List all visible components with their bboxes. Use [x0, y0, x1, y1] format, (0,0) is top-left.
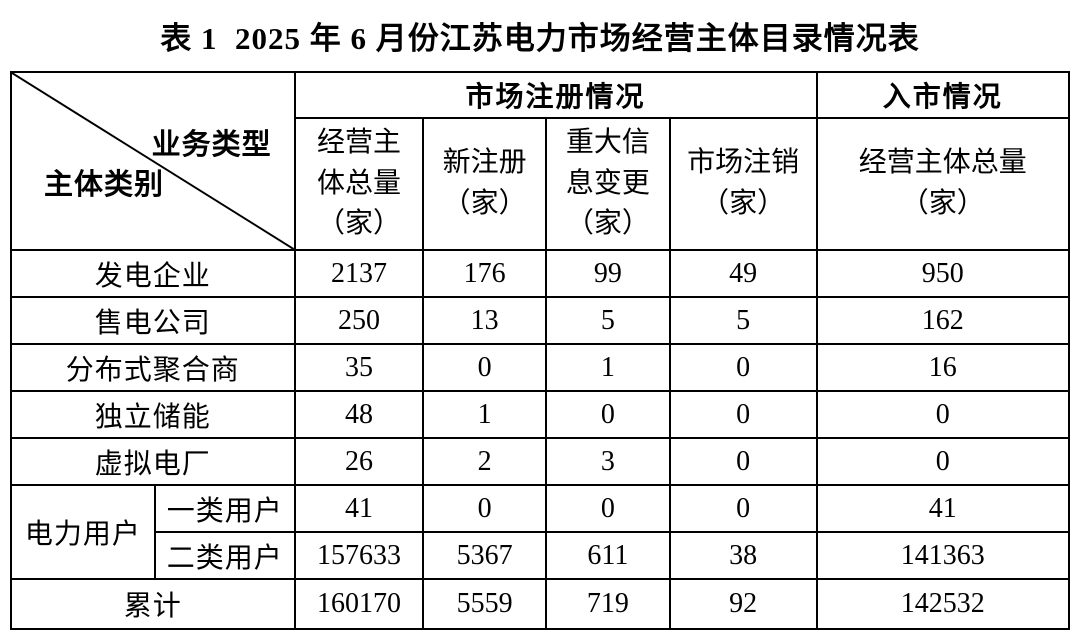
table-row-total: 累计 160170 5559 719 92 142532 [10, 578, 1071, 630]
cell-value: 142532 [815, 578, 1071, 630]
cell-value: 13 [422, 296, 547, 345]
row-label-power-user: 电力用户 [10, 484, 156, 580]
cell-value: 16 [815, 343, 1071, 392]
table-row: 二类用户 157633 5367 611 38 141363 [11, 531, 1071, 580]
row-label-total: 累计 [10, 578, 296, 630]
cell-value: 2137 [293, 249, 425, 298]
cell-value: 0 [422, 343, 547, 392]
cell-value: 5 [545, 296, 671, 345]
cell-value: 141363 [815, 531, 1071, 580]
cell-value: 3 [545, 437, 671, 486]
cell-value: 1 [545, 343, 671, 392]
cell-value: 162 [815, 296, 1071, 345]
cell-value: 0 [815, 437, 1071, 486]
cell-value: 0 [668, 437, 818, 486]
cell-value: 950 [815, 249, 1071, 298]
corner-cell: 业务类型 主体类别 [10, 71, 296, 251]
table-row: 电力用户 一类用户 41 0 0 0 41 [10, 484, 1071, 580]
cell-value: 0 [668, 390, 818, 439]
col-header-cancelled: 市场注销 （家） [668, 117, 818, 251]
cell-value: 0 [545, 390, 671, 439]
table-row: 发电企业 2137 176 99 49 950 [10, 249, 1071, 298]
cell-value: 611 [545, 531, 671, 580]
cell-value: 0 [815, 390, 1071, 439]
group-header-entry: 入市情况 [815, 71, 1071, 119]
table-row: 售电公司 250 13 5 5 162 [10, 296, 1071, 345]
cell-value: 99 [545, 249, 671, 298]
row-label: 售电公司 [10, 296, 296, 345]
cell-value: 41 [815, 484, 1071, 533]
table-row: 虚拟电厂 26 2 3 0 0 [10, 437, 1071, 486]
corner-label-entity-category: 主体类别 [44, 169, 165, 201]
group-header-registration: 市场注册情况 [293, 71, 818, 119]
row-label-class1: 一类用户 [153, 484, 296, 533]
cell-value: 160170 [293, 578, 425, 630]
col-header-total: 经营主 体总量 （家） [293, 117, 425, 251]
row-label: 独立储能 [10, 390, 296, 439]
cell-value: 35 [293, 343, 425, 392]
cell-value: 719 [545, 578, 671, 630]
col-header-major-info-change: 重大信 息变更 （家） [545, 117, 671, 251]
page: 表 1 2025 年 6 月份江苏电力市场经营主体目录情况表 业务类型 主体类别… [0, 13, 1080, 632]
cell-value: 0 [545, 484, 671, 533]
col-header-entry-total: 经营主体总量 （家） [815, 117, 1071, 251]
entity-table: 业务类型 主体类别 市场注册情况 入市情况 经营主 体总量 （家） 新注册 （家… [10, 71, 1071, 630]
table-title: 表 1 2025 年 6 月份江苏电力市场经营主体目录情况表 [160, 21, 920, 56]
row-label: 分布式聚合商 [10, 343, 296, 392]
cell-value: 250 [293, 296, 425, 345]
corner-label-business-type: 业务类型 [151, 129, 272, 161]
cell-value: 48 [293, 390, 425, 439]
cell-value: 92 [668, 578, 818, 630]
cell-value: 0 [422, 484, 547, 533]
cell-value: 5559 [422, 578, 547, 630]
col-header-new-registered: 新注册 （家） [422, 117, 547, 251]
row-label-class2: 二类用户 [153, 531, 296, 580]
cell-value: 49 [668, 249, 818, 298]
cell-value: 38 [668, 531, 818, 580]
cell-value: 41 [293, 484, 425, 533]
cell-value: 176 [422, 249, 547, 298]
row-label: 虚拟电厂 [10, 437, 296, 486]
cell-value: 0 [668, 484, 818, 533]
table-row: 分布式聚合商 35 0 1 0 16 [10, 343, 1071, 392]
cell-value: 26 [293, 437, 425, 486]
table-row: 独立储能 48 1 0 0 0 [10, 390, 1071, 439]
cell-value: 0 [668, 343, 818, 392]
cell-value: 157633 [293, 531, 425, 580]
cell-value: 5367 [422, 531, 547, 580]
diagonal-line [12, 74, 293, 248]
cell-value: 1 [422, 390, 547, 439]
cell-value: 2 [422, 437, 547, 486]
row-label: 发电企业 [10, 249, 296, 298]
cell-value: 5 [668, 296, 818, 345]
